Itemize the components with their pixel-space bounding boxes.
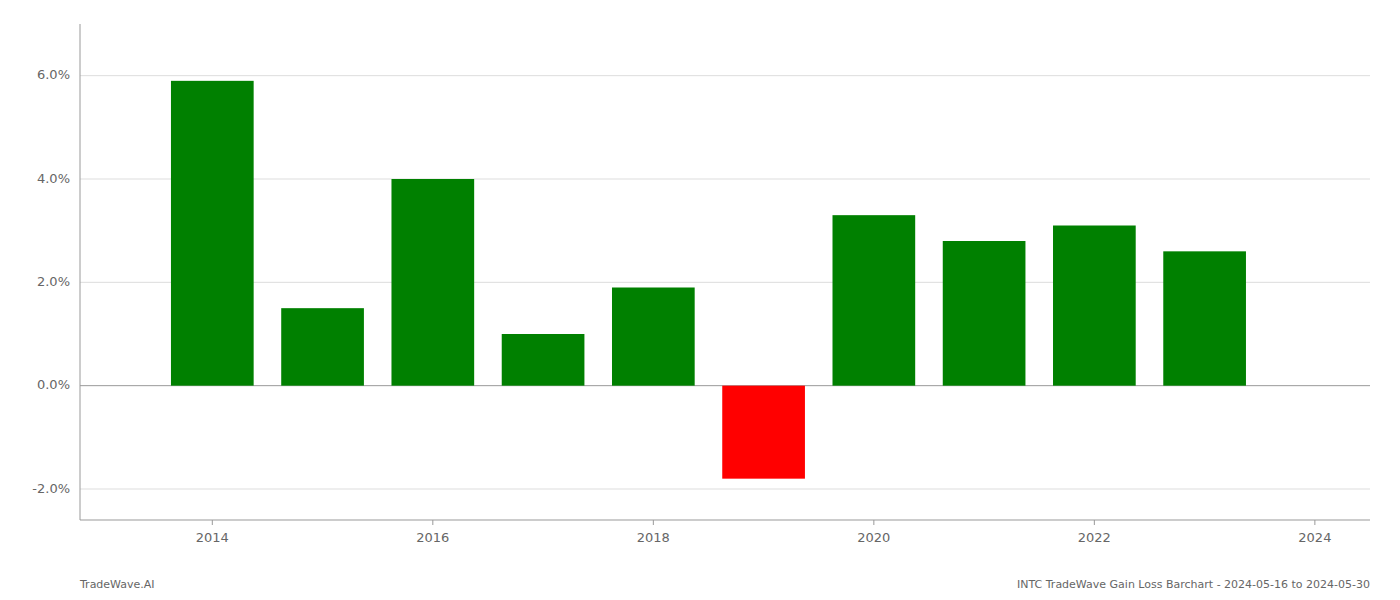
bar	[281, 308, 364, 386]
x-tick-label: 2020	[857, 530, 890, 545]
bar	[502, 334, 585, 386]
x-tick	[653, 520, 654, 525]
bar	[722, 386, 805, 479]
y-tick-label: 4.0%	[37, 171, 70, 186]
grid-line	[80, 489, 1370, 490]
footer-right: INTC TradeWave Gain Loss Barchart - 2024…	[1017, 578, 1370, 591]
x-tick-label: 2018	[637, 530, 670, 545]
bar	[391, 179, 474, 386]
x-tick-label: 2016	[416, 530, 449, 545]
grid-line	[80, 75, 1370, 76]
footer-left: TradeWave.AI	[79, 578, 155, 591]
x-ticks: 2014 2016 2018 2020 2022 2024	[196, 520, 1332, 545]
x-axis-line	[80, 520, 1370, 521]
bar	[612, 288, 695, 386]
x-tick	[212, 520, 213, 525]
y-tick-label: -2.0%	[32, 481, 70, 496]
y-axis-line	[80, 24, 81, 520]
chart-container: -2.0% 0.0% 2.0% 4.0% 6.0% 2014 2016 2018 2020 202…	[0, 0, 1400, 600]
bar	[1053, 226, 1136, 386]
x-tick-label: 2024	[1298, 530, 1331, 545]
grid-line	[80, 179, 1370, 180]
bar	[943, 241, 1026, 386]
chart: -2.0% 0.0% 2.0% 4.0% 6.0% 2014 2016 2018 2020 202…	[0, 0, 1400, 600]
x-tick	[873, 520, 874, 525]
y-tick-label: 6.0%	[37, 67, 70, 82]
x-tick	[1314, 520, 1315, 525]
bar	[171, 81, 254, 386]
y-tick-label: 0.0%	[37, 377, 70, 392]
x-tick	[432, 520, 433, 525]
y-tick-labels: -2.0% 0.0% 2.0% 4.0% 6.0%	[32, 67, 70, 495]
x-tick-label: 2014	[196, 530, 229, 545]
bar	[1163, 251, 1246, 385]
bars	[171, 81, 1246, 479]
x-tick	[1094, 520, 1095, 525]
y-grid	[80, 76, 1370, 489]
bar	[833, 215, 916, 386]
x-tick-label: 2022	[1078, 530, 1111, 545]
y-tick-label: 2.0%	[37, 274, 70, 289]
